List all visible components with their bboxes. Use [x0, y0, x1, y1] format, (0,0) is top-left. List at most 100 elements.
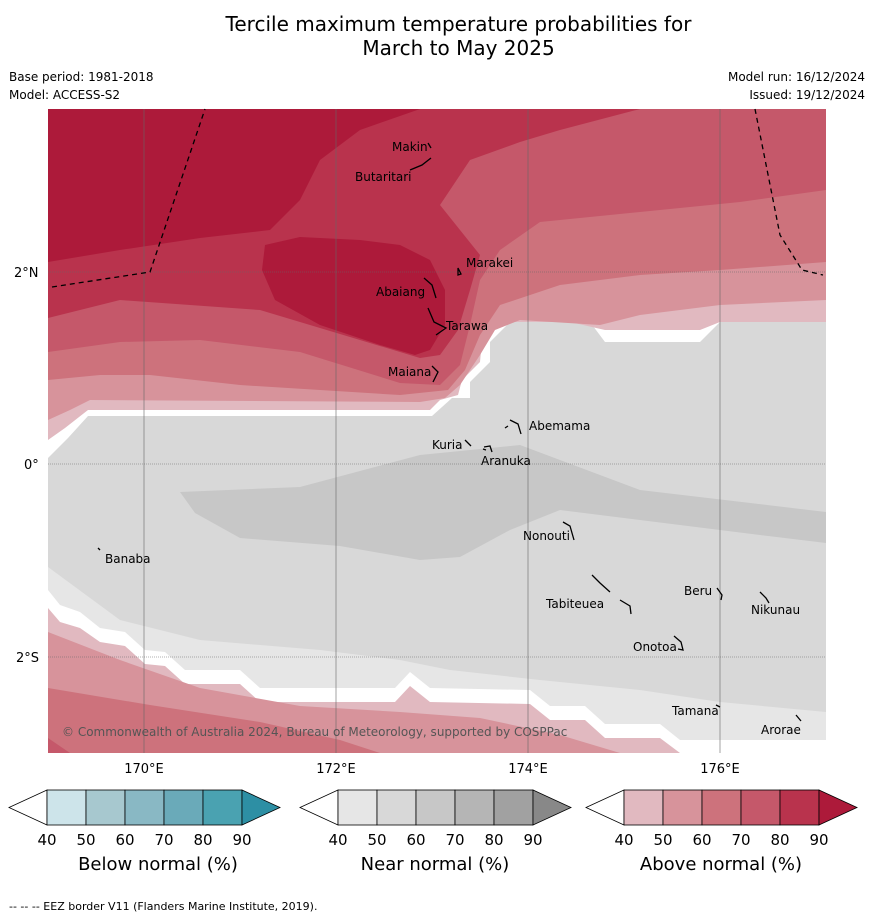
colorbar-above-segment [740, 789, 781, 826]
meta-left: Base period: 1981-2018 Model: ACCESS-S2 [9, 70, 154, 106]
colorbar-above-segment [779, 789, 820, 826]
label-aranuka: Aranuka [481, 454, 531, 468]
colorbar-title-near: Near normal (%) [360, 854, 510, 875]
copyright-notice: © Commonwealth of Australia 2024, Bureau… [62, 725, 567, 739]
colorbar-below-segment [202, 789, 243, 826]
colorbar-near-segment [415, 789, 456, 826]
island-maiana [431, 365, 439, 383]
colorbar-below-tick-label: 60 [115, 831, 134, 849]
label-abaiang: Abaiang [376, 285, 425, 299]
colorbar-near-tick-label: 80 [484, 831, 503, 849]
island-banaba [97, 547, 101, 551]
lat-label-2n: 2°N [14, 266, 39, 281]
colorbar-above-tick-label: 60 [692, 831, 711, 849]
lon-label-174e: 174°E [508, 762, 548, 777]
colorbar-below-lower-arrow [8, 789, 48, 826]
colorbar-near-tick-label: 40 [328, 831, 347, 849]
probability-shading [48, 109, 826, 753]
title-line2: March to May 2025 [362, 36, 555, 60]
above-normal-90-core [262, 237, 445, 355]
colorbar-above-tick-label: 50 [653, 831, 672, 849]
island-kuria [464, 439, 472, 447]
map-title: Tercile maximum temperature probabilitie… [0, 12, 873, 60]
island-onotoa [673, 635, 684, 651]
lat-label-0: 0° [24, 458, 39, 473]
colorbar-below-segment [124, 789, 165, 826]
label-arorae: Arorae [761, 723, 801, 737]
label-banaba: Banaba [105, 552, 151, 566]
colorbar-above-segment [662, 789, 703, 826]
lat-label-2s: 2°S [16, 651, 39, 666]
island-outlines [97, 142, 802, 722]
island-marakei [457, 267, 462, 276]
colorbar-above-segment [701, 789, 742, 826]
colorbar-below-segment [85, 789, 126, 826]
colorbar-below-segment [46, 789, 87, 826]
title-line1: Tercile maximum temperature probabilitie… [225, 12, 692, 36]
island-butaritari [409, 157, 432, 171]
colorbar-above-tick-label: 70 [731, 831, 750, 849]
issued-date: Issued: 19/12/2024 [749, 88, 865, 102]
label-tarawa: Tarawa [445, 319, 488, 333]
colorbar-near-tick-label: 70 [445, 831, 464, 849]
colorbar-above-tick-label: 80 [770, 831, 789, 849]
colorbar-near-tick-label: 50 [367, 831, 386, 849]
above-normal-60-south [48, 688, 380, 753]
colorbar-below-tick-label: 40 [37, 831, 56, 849]
lon-label-176e: 176°E [700, 762, 740, 777]
island-aranuka [482, 445, 493, 453]
label-abemama: Abemama [529, 419, 590, 433]
colorbar-title-below: Below normal (%) [78, 854, 238, 875]
colorbar-below-segment [163, 789, 204, 826]
label-marakei: Marakei [466, 256, 513, 270]
colorbar-below-tick-label: 80 [193, 831, 212, 849]
colorbar-near-segment [337, 789, 378, 826]
colorbar-below-tick-label: 70 [154, 831, 173, 849]
base-period: Base period: 1981-2018 [9, 70, 154, 84]
colorbar-above-tick-label: 40 [614, 831, 633, 849]
place-labels: Makin Butaritari Marakei Abaiang Tarawa … [105, 140, 801, 737]
above-normal-90-north [48, 109, 420, 262]
island-abaiang [423, 277, 437, 299]
colorbar-above-lower-arrow [585, 789, 625, 826]
colorbar-near-segment [454, 789, 495, 826]
colorbar-above-tick-label: 90 [809, 831, 828, 849]
colorbar-group: 40 50 60 70 80 90 40 50 60 70 80 90 40 50 60 70 80 90 [8, 789, 858, 849]
colorbar-below-tick-label: 90 [232, 831, 251, 849]
island-tamana [715, 704, 721, 708]
colorbar-above-segment [623, 789, 664, 826]
colorbar-near-segment [376, 789, 417, 826]
lon-label-172e: 172°E [316, 762, 356, 777]
label-kuria: Kuria [432, 438, 463, 452]
colorbar-near-upper-arrow [532, 789, 572, 826]
axis-labels: 2°N 0° 2°S 170°E 172°E 174°E 176°E [14, 266, 740, 777]
label-nikunau: Nikunau [751, 603, 800, 617]
island-tabiteuea [591, 574, 632, 615]
island-abemama [504, 419, 522, 435]
colorbar-below-upper-arrow [241, 789, 281, 826]
label-tabiteuea: Tabiteuea [545, 597, 604, 611]
island-makin [427, 142, 432, 149]
colorbar-near-tick-label: 60 [406, 831, 425, 849]
island-arorae [795, 714, 802, 722]
above-normal-70-south [48, 738, 70, 753]
label-makin: Makin [392, 140, 428, 154]
label-nonouti: Nonouti [523, 529, 570, 543]
model-name: Model: ACCESS-S2 [9, 88, 121, 102]
colorbar-below-tick-label: 50 [76, 831, 95, 849]
label-onotoa: Onotoa [633, 640, 677, 654]
label-beru: Beru [684, 584, 712, 598]
eez-footnote: -- -- -- EEZ border V11 (Flanders Marine… [9, 900, 318, 913]
lon-label-170e: 170°E [124, 762, 164, 777]
island-beru [716, 587, 723, 601]
colorbar-near-segment [493, 789, 534, 826]
island-nikunau [759, 591, 770, 604]
island-tarawa [427, 307, 448, 336]
colorbar-near-tick-label: 90 [523, 831, 542, 849]
label-tamana: Tamana [671, 704, 719, 718]
meta-right: Model run: 16/12/2024 Issued: 19/12/2024 [728, 70, 865, 106]
colorbar-title-above: Above normal (%) [639, 854, 803, 875]
near-normal-60-region [180, 445, 826, 560]
colorbar-near-lower-arrow [299, 789, 339, 826]
